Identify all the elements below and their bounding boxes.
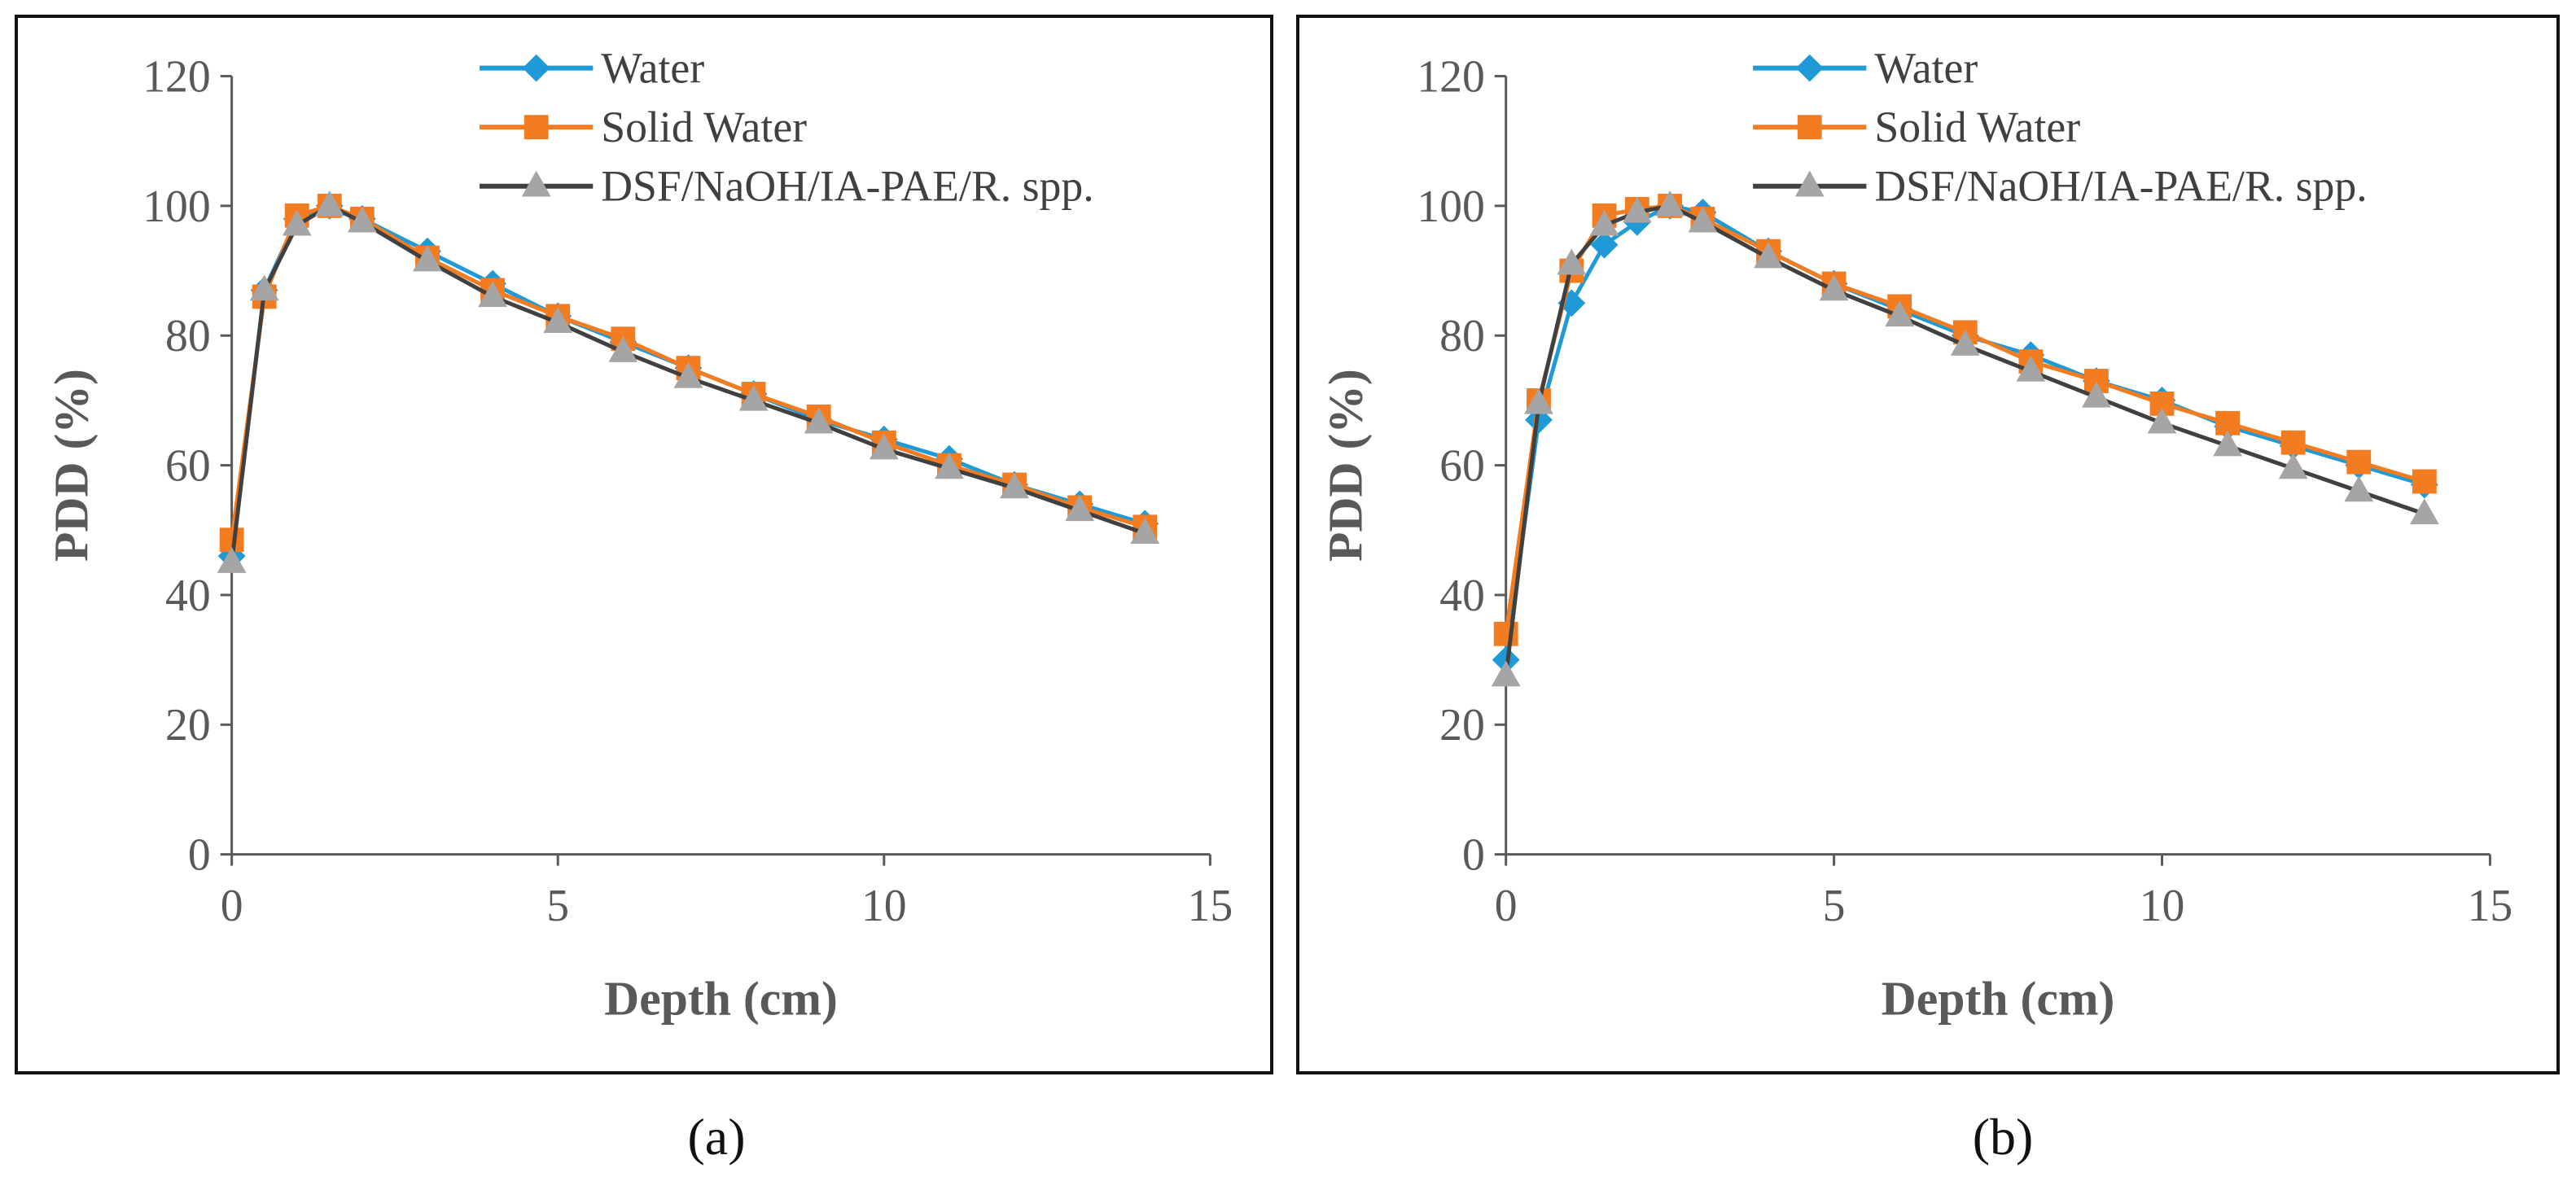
legend: Water Solid Water DSF/NaOH/IA-PAE/R. spp. xyxy=(480,44,1094,211)
y-tick-label: 80 xyxy=(1439,311,1485,361)
data-point xyxy=(478,281,508,308)
data-point xyxy=(1000,472,1029,499)
legend-swatch-marker xyxy=(522,54,550,82)
y-axis-title: PDD (%) xyxy=(1319,369,1373,562)
chart-panel-a: 0 20 40 60 80 100 120 0 5 10 15 Depth (cm) PDD (%) Wa… xyxy=(15,15,1273,1074)
data-point xyxy=(1655,190,1685,217)
data-point xyxy=(1754,242,1783,269)
y-tick-label: 40 xyxy=(1439,571,1485,621)
legend-swatch-marker xyxy=(1797,115,1822,140)
series-dsf-naoh-ia-pae-r-spp xyxy=(217,190,1160,573)
legend-swatch-marker xyxy=(524,115,549,140)
y-tick-label: 0 xyxy=(1462,830,1485,881)
data-point xyxy=(413,245,442,272)
data-point xyxy=(314,190,344,217)
chart-panel-b: 0 20 40 60 80 100 120 0 5 10 15 Depth (cm) PDD (%) Wa… xyxy=(1296,15,2560,1074)
data-point xyxy=(2016,355,2046,382)
data-point xyxy=(282,209,312,236)
y-tick-label: 0 xyxy=(188,830,211,881)
data-point xyxy=(2409,498,2439,525)
x-tick-label: 0 xyxy=(1495,881,1518,931)
data-point xyxy=(1493,621,1518,646)
data-point xyxy=(2082,381,2111,408)
data-point xyxy=(543,307,573,334)
data-point xyxy=(2280,430,2306,455)
legend-label: DSF/NaOH/IA-PAE/R. spp. xyxy=(601,162,1093,211)
data-point xyxy=(1950,330,1980,356)
data-point xyxy=(1557,248,1587,275)
x-axis-title: Depth (cm) xyxy=(1882,971,2115,1025)
y-tick-label: 120 xyxy=(142,51,211,102)
data-point xyxy=(1491,660,1521,687)
data-point xyxy=(2147,407,2177,434)
data-point xyxy=(1885,300,1915,327)
data-point xyxy=(217,547,247,573)
legend-swatch-marker xyxy=(521,170,551,197)
data-point xyxy=(1130,518,1160,544)
data-point xyxy=(804,407,834,434)
data-point xyxy=(869,433,899,460)
data-point xyxy=(1589,209,1619,236)
panel-label-b: (b) xyxy=(1972,1108,2034,1166)
y-axis-title: PDD (%) xyxy=(45,369,99,562)
data-point xyxy=(2278,453,2308,479)
data-point xyxy=(673,361,703,388)
chart-b: 0 20 40 60 80 100 120 0 5 10 15 Depth (cm) PDD (%) Wa… xyxy=(1319,44,2513,1026)
x-tick-label: 10 xyxy=(2140,881,2185,931)
data-point xyxy=(935,453,964,479)
legend-swatch-marker xyxy=(1794,170,1825,197)
y-tick-label: 20 xyxy=(165,700,211,750)
legend-swatch-marker xyxy=(1795,54,1824,82)
y-tick-label: 60 xyxy=(165,441,211,492)
data-point xyxy=(1065,495,1095,522)
chart-a: 0 20 40 60 80 100 120 0 5 10 15 Depth (cm) PDD (%) Wa… xyxy=(45,44,1233,1026)
x-tick-label: 15 xyxy=(1188,881,1233,931)
data-point xyxy=(608,336,638,362)
x-tick-label: 15 xyxy=(2468,881,2513,931)
x-tick-label: 0 xyxy=(221,881,243,931)
data-point xyxy=(1622,196,1652,223)
y-tick-label: 100 xyxy=(142,182,211,232)
legend-label: Water xyxy=(1874,44,1978,93)
legend-label: Water xyxy=(601,44,704,93)
y-tick-label: 20 xyxy=(1439,700,1485,750)
x-tick-label: 5 xyxy=(546,881,569,931)
y-tick-label: 60 xyxy=(1439,441,1485,492)
x-tick-label: 5 xyxy=(1823,881,1846,931)
legend-label: Solid Water xyxy=(1874,103,2080,151)
data-point xyxy=(249,274,279,301)
data-point xyxy=(1590,230,1619,259)
legend-label: Solid Water xyxy=(601,103,807,151)
x-axis-title: Depth (cm) xyxy=(604,971,838,1025)
y-tick-label: 100 xyxy=(1417,182,1485,232)
data-point xyxy=(1524,387,1553,414)
series-line xyxy=(1504,203,2425,635)
series-dsf-naoh-ia-pae-r-spp xyxy=(1491,190,2439,687)
y-tick-label: 40 xyxy=(165,571,211,621)
y-tick-label: 80 xyxy=(165,311,211,361)
data-point xyxy=(1688,206,1718,233)
panel-label-a: (a) xyxy=(687,1108,746,1166)
data-point xyxy=(2344,475,2374,502)
data-point xyxy=(347,206,377,233)
legend-label: DSF/NaOH/IA-PAE/R. spp. xyxy=(1874,162,2367,211)
x-tick-label: 10 xyxy=(861,881,907,931)
data-point xyxy=(2346,449,2372,475)
series-solid-water xyxy=(1493,193,2437,646)
data-point xyxy=(2412,469,2437,494)
legend: Water Solid Water DSF/NaOH/IA-PAE/R. spp. xyxy=(1753,44,2368,211)
y-tick-label: 120 xyxy=(1417,51,1485,102)
data-point xyxy=(2213,430,2242,457)
data-point xyxy=(1819,274,1849,301)
data-point xyxy=(738,384,769,411)
